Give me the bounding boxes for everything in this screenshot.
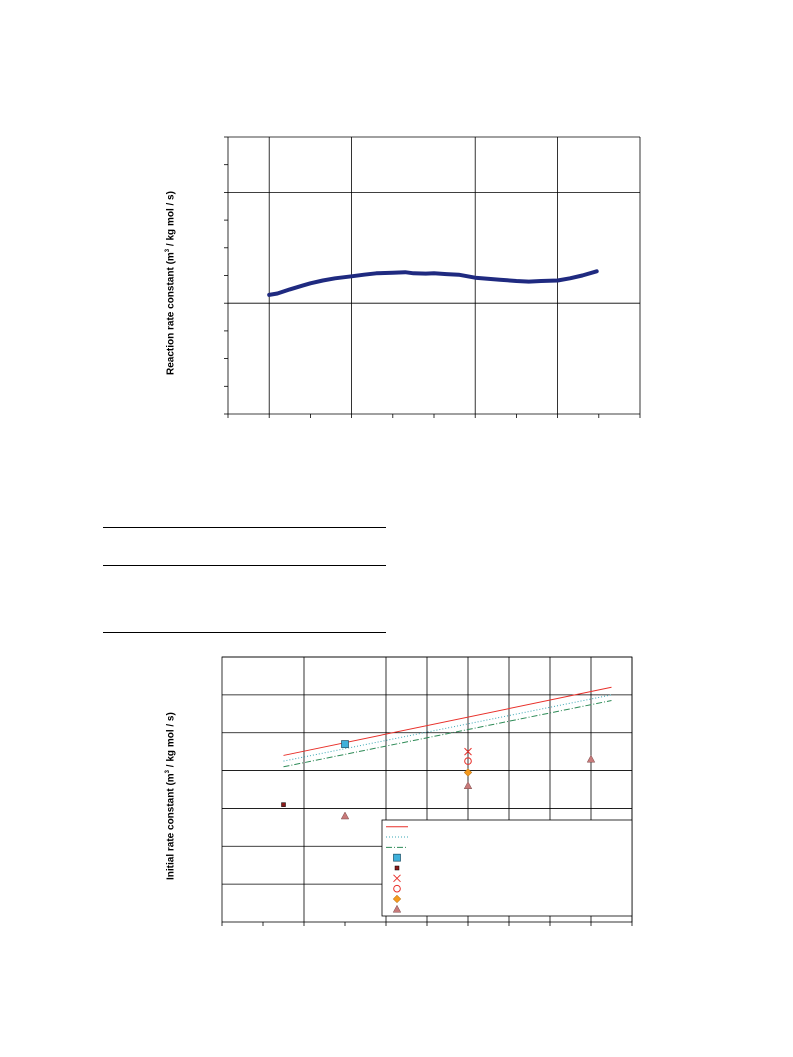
chart2-legend-marker-small-square: [394, 865, 400, 871]
chart2-point-x: [464, 747, 472, 756]
chart2-legend-marker-triangle: [392, 904, 402, 913]
chart2-point-circle: [464, 757, 472, 765]
chart2-point-diamond: [463, 768, 473, 777]
chart1-series-line: [267, 269, 599, 297]
chart1-reaction-rate: [224, 136, 641, 418]
chart2-point-triangle: [463, 781, 473, 789]
chart2-fit-line-dashdot: [283, 700, 612, 768]
chart2-point-square: [341, 740, 349, 748]
chart2-point-triangle: [340, 811, 350, 820]
table-bottom-rule: [103, 632, 386, 633]
chart2-legend-marker-diamond: [392, 894, 402, 904]
chart2-legend-box: [381, 819, 633, 917]
chart2-point-triangle: [586, 754, 596, 763]
chart2-fit-line-solid: [283, 686, 612, 756]
chart2-initial-rate: [221, 656, 633, 926]
table-top-rule: [103, 527, 386, 528]
chart2-legend-marker-circle: [393, 884, 401, 893]
chart2-fit-line-dotted: [283, 694, 612, 762]
chart2-point-small-square: [281, 802, 286, 807]
table-header-rule: [103, 565, 386, 566]
chart2-legend-marker-x: [393, 874, 401, 883]
chart2-legend: [381, 819, 633, 917]
chart2-legend-marker-square: [393, 853, 401, 862]
